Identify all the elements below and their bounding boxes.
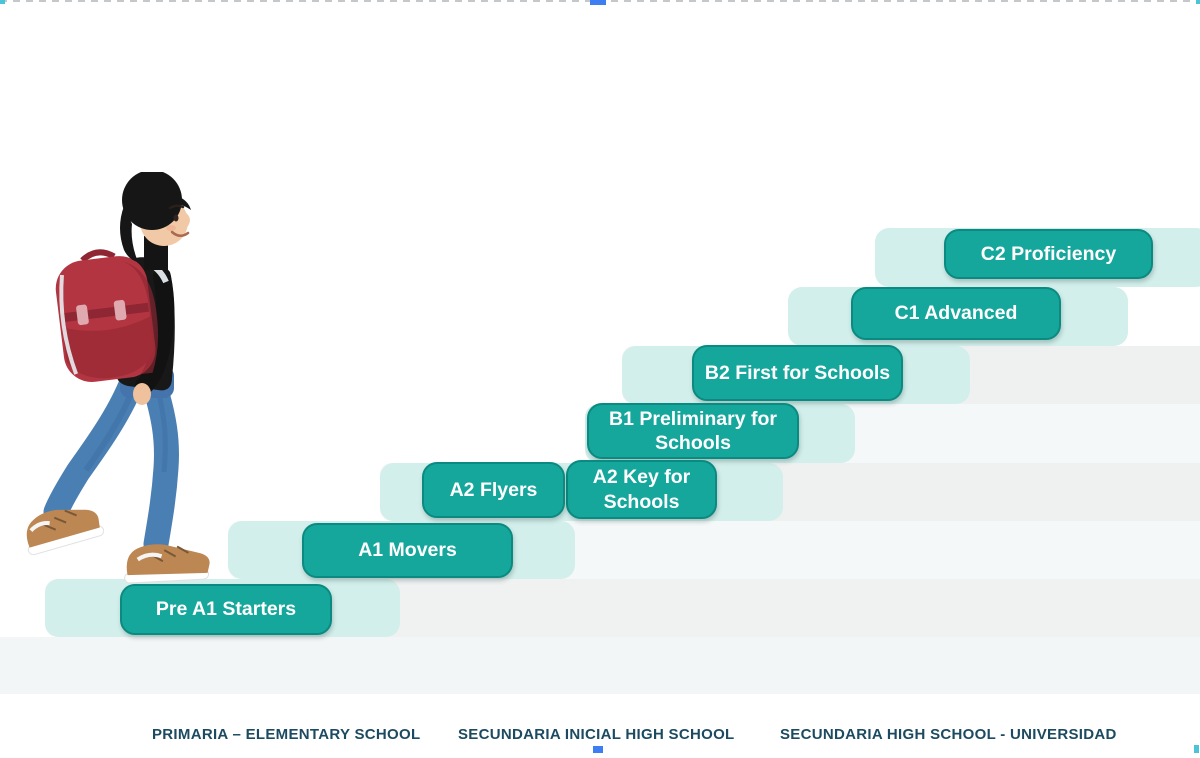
footer-label-primaria: PRIMARIA – ELEMENTARY SCHOOL [152, 726, 421, 743]
badge-a2-key-for-schools[interactable]: A2 Key for Schools [566, 460, 717, 519]
badge-label: A2 Key for Schools [592, 466, 691, 513]
badge-label: B2 First for Schools [704, 361, 891, 384]
badge-label: C2 Proficiency [980, 242, 1117, 265]
badge-a1-movers[interactable]: A1 Movers [302, 523, 513, 578]
selection-handle-top-center[interactable] [590, 0, 606, 5]
selection-handle-top-left[interactable] [0, 0, 5, 4]
footer-label-secundaria-inicial: SECUNDARIA INICIAL HIGH SCHOOL [458, 726, 735, 743]
badge-label: Pre A1 Starters [155, 598, 297, 621]
badge-c1-advanced[interactable]: C1 Advanced [851, 287, 1061, 340]
badge-b2-first-for-schools[interactable]: B2 First for Schools [692, 345, 903, 401]
badge-label: C1 Advanced [894, 302, 1018, 325]
selection-handle-top-right[interactable] [1196, 0, 1200, 4]
footer-label-secundaria-universidad: SECUNDARIA HIGH SCHOOL - UNIVERSIDAD [780, 726, 1117, 743]
selection-handle-bottom-center[interactable] [593, 746, 603, 753]
child-climbing-figure [26, 172, 210, 584]
badge-b1-preliminary-for-schools[interactable]: B1 Preliminary for Schools [587, 403, 799, 459]
badge-label: B1 Preliminary for Schools [609, 407, 777, 454]
selection-handle-bottom-right[interactable] [1194, 745, 1199, 753]
badge-label: A2 Flyers [449, 478, 538, 501]
badge-pre-a1-starters[interactable]: Pre A1 Starters [120, 584, 332, 635]
badge-c2-proficiency[interactable]: C2 Proficiency [944, 229, 1153, 279]
floor-band [0, 637, 1200, 694]
badge-a2-flyers[interactable]: A2 Flyers [422, 462, 565, 518]
badge-label: A1 Movers [358, 539, 457, 562]
